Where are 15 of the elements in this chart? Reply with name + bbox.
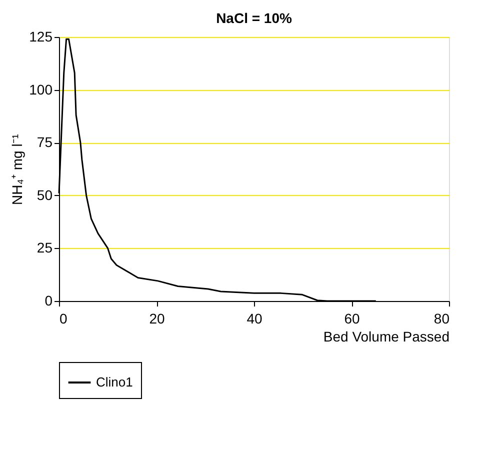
y-tick-label: 100 (29, 81, 53, 98)
y-tick-label: 50 (36, 186, 53, 203)
chart-title: NaCl = 10% (216, 10, 292, 26)
y-tick-label: 125 (29, 28, 53, 44)
x-tick-label: 40 (246, 310, 262, 326)
legend-label: Clino1 (96, 374, 133, 390)
x-axis-title: Bed Volume Passed (323, 328, 450, 344)
y-axis-title: NH₄⁺ mg l⁻¹ (9, 134, 26, 205)
x-tick-label: 80 (434, 310, 450, 326)
x-tick-label: 60 (344, 310, 360, 326)
x-tick-label: 20 (149, 310, 165, 326)
y-tick-label: 0 (44, 292, 53, 308)
y-tick-label: 25 (36, 240, 53, 256)
y-tick-label: 75 (36, 134, 53, 150)
x-tick-label: 0 (60, 310, 68, 326)
